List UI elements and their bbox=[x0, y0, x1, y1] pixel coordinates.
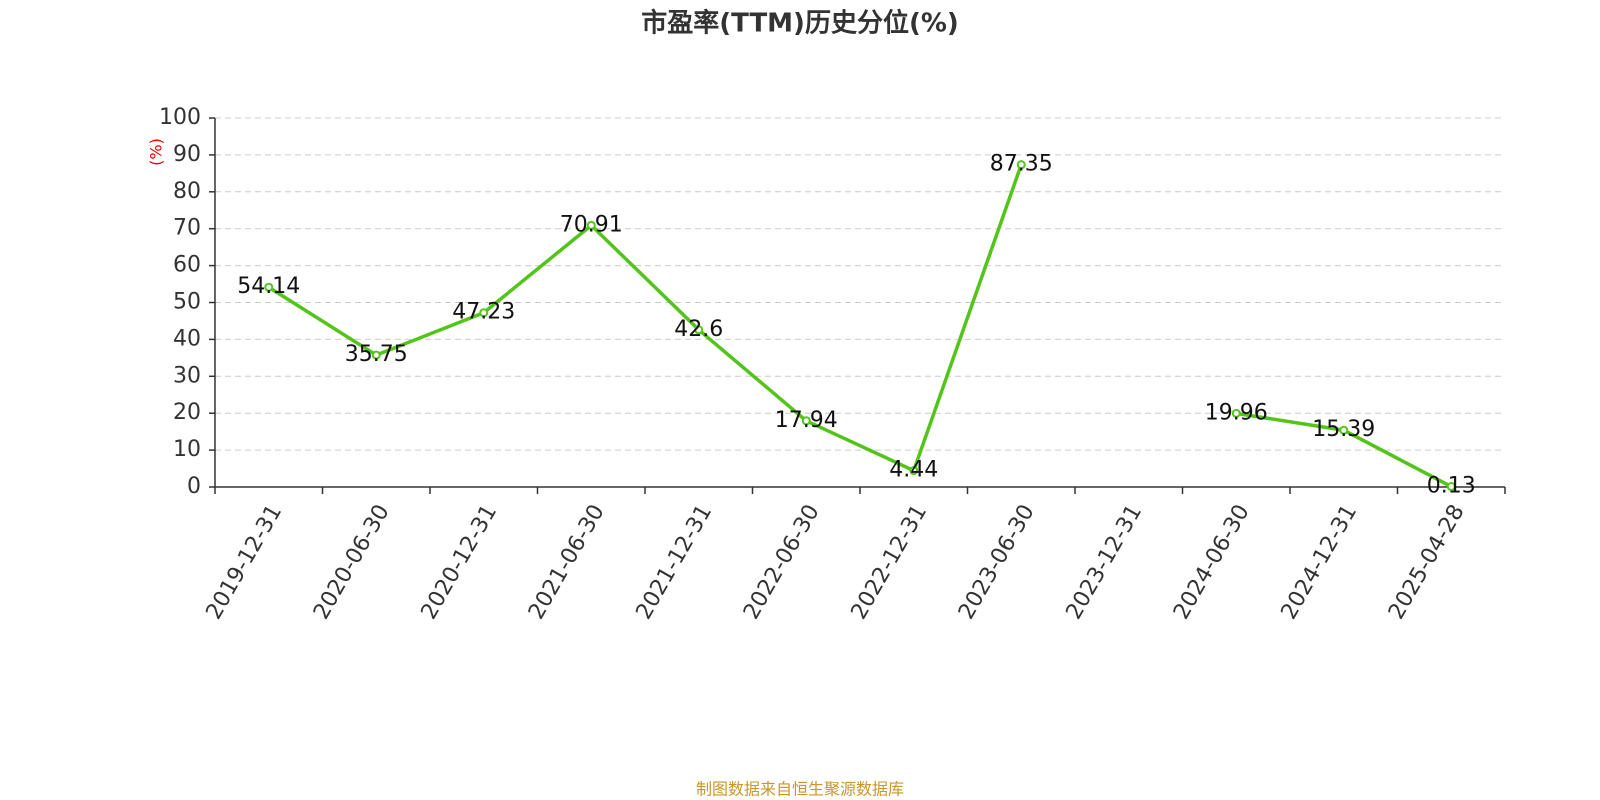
point bbox=[909, 466, 919, 476]
x-tick-label: 2020-12-31 bbox=[417, 501, 503, 624]
data-label: 47.23 bbox=[452, 300, 515, 325]
x-tick-label: 2024-12-31 bbox=[1277, 501, 1363, 624]
y-tick-label: 40 bbox=[173, 326, 201, 351]
x-tick-label: 2022-12-31 bbox=[847, 501, 933, 624]
point bbox=[1231, 408, 1241, 418]
data-label: 35.75 bbox=[345, 342, 408, 367]
data-label: 87.35 bbox=[990, 152, 1053, 177]
y-tick-label: 80 bbox=[173, 179, 201, 204]
x-tick-label: 2022-06-30 bbox=[739, 501, 825, 624]
data-label: 19.96 bbox=[1205, 400, 1268, 425]
y-tick-label: 30 bbox=[173, 363, 201, 388]
point bbox=[1446, 482, 1456, 492]
y-tick-label: 60 bbox=[173, 253, 201, 278]
y-tick-label: 10 bbox=[173, 437, 201, 462]
y-tick-label: 50 bbox=[173, 290, 201, 315]
data-label: 54.14 bbox=[237, 274, 300, 299]
x-tick-label: 2021-12-31 bbox=[632, 501, 718, 624]
point bbox=[479, 308, 489, 318]
y-tick-label: 70 bbox=[173, 216, 201, 241]
point bbox=[264, 282, 274, 292]
data-label: 4.44 bbox=[889, 458, 938, 483]
data-label: 15.39 bbox=[1312, 417, 1375, 442]
chart-title: 市盈率(TTM)历史分位(%) bbox=[641, 8, 959, 39]
data-label: 42.6 bbox=[674, 317, 723, 342]
y-tick-label: 0 bbox=[187, 474, 201, 499]
data-label: 70.91 bbox=[560, 212, 623, 237]
point bbox=[586, 220, 596, 230]
point bbox=[371, 350, 381, 360]
point bbox=[1339, 425, 1349, 435]
data-label: 0.13 bbox=[1427, 474, 1476, 499]
y-tick-label: 20 bbox=[173, 400, 201, 425]
x-tick-label: 2021-06-30 bbox=[524, 501, 610, 624]
source-note: 制图数据来自恒生聚源数据库 bbox=[696, 780, 904, 799]
point bbox=[1016, 160, 1026, 170]
y-tick-label: 100 bbox=[159, 105, 201, 130]
line bbox=[267, 164, 1453, 489]
x-tick-label: 2023-12-31 bbox=[1062, 501, 1148, 624]
point bbox=[694, 325, 704, 335]
y-tick-label: 90 bbox=[173, 142, 201, 167]
x-tick-label: 2024-06-30 bbox=[1169, 501, 1255, 624]
data-label: 17.94 bbox=[775, 408, 838, 433]
x-tick-label: 2020-06-30 bbox=[309, 501, 395, 624]
x-tick-label: 2019-12-31 bbox=[202, 501, 288, 624]
point bbox=[801, 416, 811, 426]
y-axis-label: (%) bbox=[147, 138, 166, 166]
x-tick-label: 2025-04-28 bbox=[1384, 501, 1470, 624]
x-tick-label: 2023-06-30 bbox=[954, 501, 1040, 624]
